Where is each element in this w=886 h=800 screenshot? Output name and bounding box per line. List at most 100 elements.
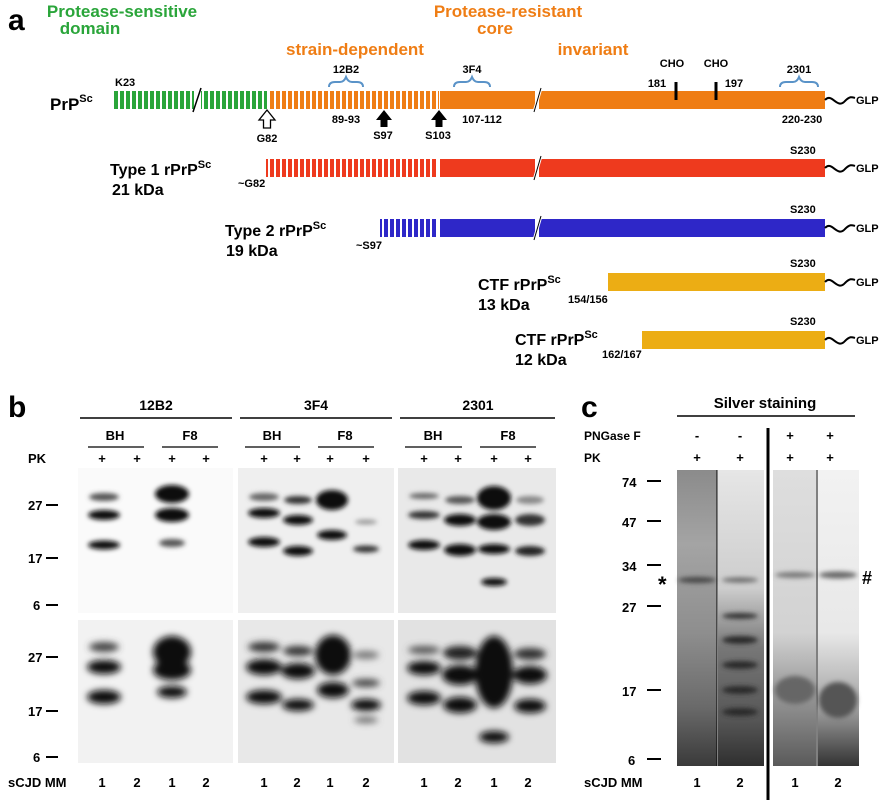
strain-dependent-label: strain-dependent xyxy=(286,40,424,59)
green-segment-1 xyxy=(114,91,194,109)
marker-34: 34 xyxy=(622,559,637,574)
ab-12b2-label: 12B2 xyxy=(333,64,359,76)
arrow-s97-icon xyxy=(376,110,392,127)
type2-start: ~S97 xyxy=(356,240,382,252)
band xyxy=(246,690,282,704)
band xyxy=(248,537,280,547)
band xyxy=(246,659,282,675)
pk-plus: + xyxy=(362,451,370,466)
silver-staining-title: Silver staining xyxy=(714,395,817,412)
bracket-12b2 xyxy=(328,74,364,88)
pk-plus: + xyxy=(326,451,334,466)
marker-27-top: 27 xyxy=(28,498,42,513)
pk-plus: + xyxy=(202,451,210,466)
invariant-label: invariant xyxy=(558,40,629,59)
gap-break-1 xyxy=(192,87,202,113)
sample-bh-1: BH xyxy=(106,428,125,443)
type2-dashed xyxy=(380,219,438,237)
type2-end: S230 xyxy=(790,204,816,216)
pngase-sign: + xyxy=(786,428,794,443)
ctf12-end: S230 xyxy=(790,316,816,328)
panel-c: c Silver staining PNGase F PK - - + + + … xyxy=(581,391,872,800)
band xyxy=(281,663,315,679)
band xyxy=(155,485,189,503)
type1-break-b xyxy=(533,155,542,181)
glp-label-2: GLP xyxy=(856,163,879,175)
lane-label: 2 xyxy=(293,775,300,790)
band xyxy=(315,635,351,675)
band xyxy=(88,510,120,520)
prpsc-label: PrPSc xyxy=(50,93,93,114)
band xyxy=(153,660,191,680)
band xyxy=(159,539,185,547)
pk-plus: + xyxy=(524,451,532,466)
sample-bh-3: BH xyxy=(424,428,443,443)
lane-label: 1 xyxy=(326,775,333,790)
band xyxy=(477,486,511,510)
antibody-header-2301: 2301 xyxy=(462,397,493,413)
lane-label: 1 xyxy=(693,775,700,790)
band xyxy=(283,646,313,656)
lane-label: 1 xyxy=(791,775,798,790)
band xyxy=(479,731,509,743)
bands-top xyxy=(88,485,545,586)
silver-bands xyxy=(678,571,857,718)
protease-resistant-title-2: core xyxy=(477,19,513,38)
pk-label-c: PK xyxy=(584,451,601,465)
gpi-anchor-1 xyxy=(824,96,856,105)
marker-17-bottom: 17 xyxy=(28,704,42,719)
band xyxy=(351,699,381,711)
band xyxy=(722,661,758,669)
marker-ticks-c xyxy=(647,480,661,760)
glp-label-4: GLP xyxy=(856,277,879,289)
band xyxy=(477,514,511,530)
band xyxy=(153,636,191,668)
pngase-row: - - + + xyxy=(695,428,834,443)
band xyxy=(284,496,312,504)
green-segment-2 xyxy=(201,91,267,109)
band xyxy=(409,493,439,499)
band xyxy=(155,508,189,522)
ab-3f4-label: 3F4 xyxy=(463,64,483,76)
band xyxy=(722,686,758,694)
ctf12-start: 162/167 xyxy=(602,349,642,361)
pk-sign: + xyxy=(736,450,744,465)
marker-74: 74 xyxy=(622,475,637,490)
band xyxy=(355,519,377,525)
pk-plus: + xyxy=(293,451,301,466)
pk-sign: + xyxy=(693,450,701,465)
pk-sign: + xyxy=(786,450,794,465)
type1-end: S230 xyxy=(790,145,816,157)
sample-f8-1: F8 xyxy=(182,428,197,443)
protease-sensitive-title-1: Protease-sensitive xyxy=(47,2,197,21)
lane-label: 2 xyxy=(454,775,461,790)
blot-12b2-top xyxy=(78,468,233,613)
epitope-3f4: 107-112 xyxy=(462,114,502,126)
pk-plus: + xyxy=(168,451,176,466)
marker-6-bottom: 6 xyxy=(33,750,40,765)
panel-a-label: a xyxy=(8,4,25,37)
markers-b: 27 17 6 27 17 6 xyxy=(28,498,42,765)
band xyxy=(481,578,507,586)
pk-plus: + xyxy=(260,451,268,466)
band xyxy=(157,686,187,698)
ctf12-bar xyxy=(642,331,825,349)
band xyxy=(445,496,475,504)
band xyxy=(89,642,119,652)
band xyxy=(407,661,441,675)
type1-bar-1 xyxy=(440,159,535,177)
cho-label-1: CHO xyxy=(660,58,685,70)
sample-bh-2: BH xyxy=(263,428,282,443)
lane-label: 2 xyxy=(202,775,209,790)
type2-size: 19 kDa xyxy=(226,243,278,260)
band xyxy=(87,660,121,674)
lane-label: 1 xyxy=(490,775,497,790)
lane-label: 2 xyxy=(362,775,369,790)
cho-label-2: CHO xyxy=(704,58,729,70)
lane-label: 2 xyxy=(736,775,743,790)
ab-2301-label: 2301 xyxy=(787,64,811,76)
ctf13-end: S230 xyxy=(790,258,816,270)
pk-label-b: PK xyxy=(28,451,47,466)
